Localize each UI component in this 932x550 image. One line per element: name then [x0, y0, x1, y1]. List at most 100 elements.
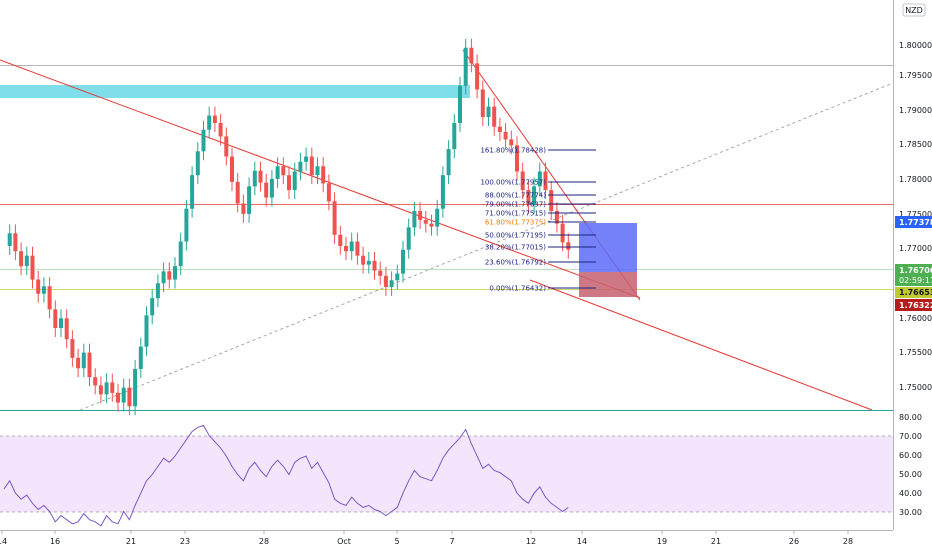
- price-pane[interactable]: [0, 0, 893, 410]
- rsi-tick-label: 60.00: [899, 451, 922, 460]
- candle-body: [110, 382, 115, 393]
- candle-body: [429, 223, 434, 227]
- candle-body: [292, 171, 297, 191]
- candle-body: [406, 227, 411, 250]
- fib-level-label: 100.00%(1.77957): [480, 179, 546, 187]
- candle-body: [469, 47, 474, 64]
- candle-body: [361, 255, 366, 265]
- candle-body: [378, 270, 383, 276]
- price-tick-label: 1.79500: [899, 71, 932, 80]
- fib-level-label: 161.80%(1.78428): [480, 147, 546, 155]
- candle-body: [161, 271, 166, 284]
- time-tick-label: 21: [126, 537, 136, 546]
- badge-red-text: 1.76322: [899, 301, 932, 310]
- candle-body: [401, 249, 405, 274]
- candle-body: [355, 241, 360, 256]
- candle-body: [218, 123, 223, 137]
- candle-body: [87, 352, 92, 378]
- ascending-dashed-trendline[interactable]: [79, 82, 894, 411]
- fib-level-label: 38.20%(1.77015): [485, 244, 546, 252]
- candle-body: [212, 115, 217, 123]
- candle-body: [532, 186, 537, 205]
- candle-body: [121, 387, 126, 403]
- candle-body: [252, 170, 257, 187]
- candle-body: [412, 210, 417, 228]
- candle-body: [167, 271, 172, 280]
- fib-level-label: 79.00%(1.77637): [485, 201, 546, 209]
- candle-body: [492, 106, 497, 127]
- candle-body: [389, 280, 394, 287]
- time-tick-label: 21: [711, 537, 721, 546]
- candlestick-series: [7, 38, 571, 416]
- candle-body: [269, 178, 274, 198]
- rsi-tick-label: 80.00: [899, 413, 922, 422]
- fibonacci-extension[interactable]: 161.80%(1.78428) 100.00%(1.77957) 88.00%(1…: [480, 147, 596, 293]
- badge-green-text: 1.76653: [899, 288, 932, 297]
- candle-body: [349, 241, 354, 252]
- candle-body: [452, 123, 457, 150]
- fib-level-label: 23.60%(1.76792): [485, 259, 546, 267]
- candle-body: [315, 166, 320, 176]
- badge-current: [895, 264, 932, 286]
- time-tick-label: Oct: [337, 537, 351, 546]
- candle-body: [321, 166, 326, 184]
- badge-red: [895, 299, 932, 311]
- time-tick-label: 14: [0, 537, 7, 546]
- badge-current-text: 1.76706: [899, 266, 932, 275]
- candle-body: [326, 183, 331, 202]
- candle-body: [264, 182, 269, 198]
- time-tick-label: 12: [526, 537, 536, 546]
- candle-body: [207, 115, 212, 130]
- candle-body: [458, 85, 462, 123]
- candle-body: [543, 171, 548, 191]
- candle-body: [155, 283, 160, 299]
- candle-body: [440, 175, 445, 209]
- candle-body: [526, 190, 531, 205]
- time-tick-label: 23: [180, 537, 190, 546]
- candle-body: [224, 136, 229, 157]
- candle-body: [235, 181, 240, 204]
- resistance-zone[interactable]: [0, 85, 470, 98]
- candle-body: [7, 233, 12, 246]
- descending-trendline-upper[interactable]: [0, 59, 641, 299]
- candle-body: [64, 318, 69, 340]
- badge-blue: [895, 216, 932, 228]
- candle-body: [30, 255, 35, 280]
- candle-body: [537, 171, 542, 187]
- candle-body: [190, 175, 195, 209]
- candle-body: [566, 242, 571, 250]
- candle-body: [19, 251, 24, 267]
- currency-badge[interactable]: [902, 3, 926, 17]
- candle-body: [76, 357, 81, 369]
- rsi-line: [3, 424, 569, 527]
- price-tick-label: 1.75000: [899, 383, 932, 392]
- candle-body: [549, 190, 554, 211]
- candle-body: [423, 219, 428, 224]
- price-tick-label: 1.78500: [899, 140, 932, 149]
- candle-body: [41, 286, 46, 294]
- candle-body: [195, 151, 200, 176]
- badge-blue-text: 1.77378: [899, 218, 932, 227]
- candle-body: [281, 166, 286, 176]
- descending-trendline-lower[interactable]: [529, 279, 873, 411]
- rsi-axis[interactable]: 80.00 70.00 60.00 50.00 40.00 30.00: [899, 413, 922, 517]
- candle-body: [98, 385, 103, 395]
- price-tick-label: 1.75500: [899, 348, 932, 357]
- price-tick-label: 1.79000: [899, 106, 932, 115]
- candle-body: [173, 266, 177, 280]
- candle-body: [59, 318, 63, 328]
- candle-body: [480, 89, 485, 118]
- fib-level-label: 0.00%(1.76432): [489, 285, 546, 293]
- position-stop-zone[interactable]: [579, 272, 637, 297]
- candle-body: [247, 186, 252, 214]
- candle-body: [383, 275, 388, 287]
- fib-level-label: 61.80%(1.77375): [485, 219, 546, 227]
- candle-body: [332, 201, 337, 235]
- price-tick-label: 1.76000: [899, 314, 932, 323]
- candle-body: [81, 352, 86, 369]
- time-axis[interactable]: 14 16 21 23 28 Oct 5 7 12 14 19 21 26 28: [0, 530, 853, 546]
- candle-body: [287, 175, 291, 191]
- time-tick-label: 16: [50, 537, 60, 546]
- rsi-tick-label: 40.00: [899, 489, 922, 498]
